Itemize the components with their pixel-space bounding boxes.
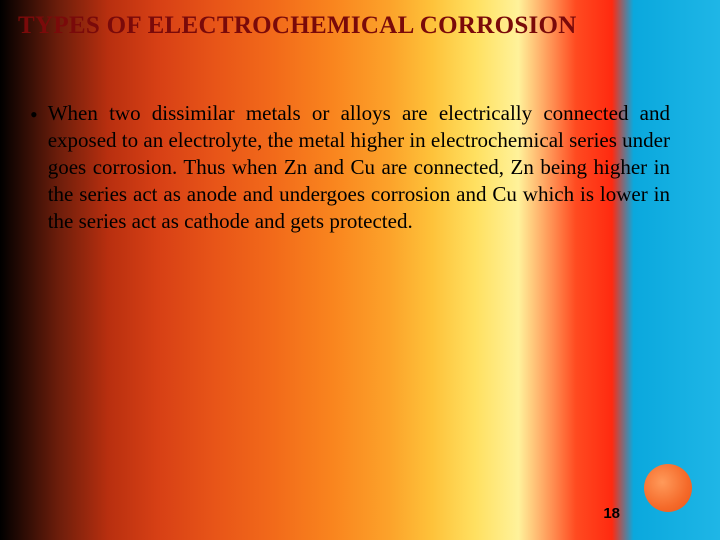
bullet-marker: • [30,100,38,130]
slide-body: • When two dissimilar metals or alloys a… [30,100,670,235]
slide-container: TYPES OF ELECTROCHEMICAL CORROSION • Whe… [0,0,720,540]
slide-title: TYPES OF ELECTROCHEMICAL CORROSION [18,12,700,40]
accent-circle-icon [644,464,692,512]
page-number: 18 [603,505,620,522]
bullet-text: When two dissimilar metals or alloys are… [48,100,670,235]
bullet-item: • When two dissimilar metals or alloys a… [30,100,670,235]
